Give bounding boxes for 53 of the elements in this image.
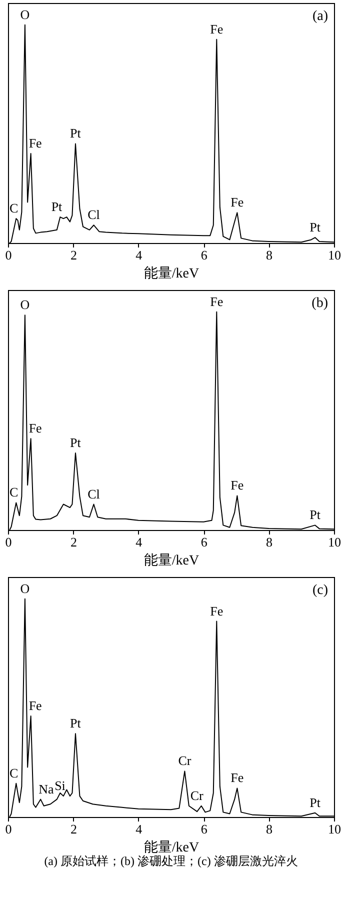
annotation: Pt [70, 716, 82, 731]
annotation: O [20, 6, 30, 22]
x-tick-label: 4 [136, 822, 143, 836]
x-axis-title: 能量/keV [144, 266, 200, 282]
x-tick-label: 4 [136, 248, 143, 262]
annotation: Fe [28, 698, 42, 713]
x-tick-label: 4 [136, 534, 143, 550]
annotation: Pt [70, 126, 82, 141]
annotation: Cl [88, 207, 100, 222]
x-tick-label: 0 [5, 822, 12, 836]
annotation: Fe [230, 478, 244, 493]
x-tick-label: 2 [70, 822, 77, 836]
x-tick-label: 6 [200, 822, 208, 836]
x-tick-label: 10 [328, 534, 341, 550]
annotation: Fe [230, 770, 244, 786]
annotation: Fe [210, 603, 224, 618]
x-tick-label: 0 [5, 248, 12, 262]
x-tick-label: 8 [266, 822, 273, 836]
text: (a) 原始试样；(b) 渗硼处理；(c) 渗硼层激光淬火 [44, 854, 298, 868]
chart-title: (b) [312, 296, 328, 311]
annotation: Na [38, 781, 54, 796]
annotation: C [9, 765, 18, 780]
x-tick-label: 10 [328, 248, 341, 262]
x-tick-label: 6 [200, 248, 208, 262]
x-tick-label: 2 [70, 248, 77, 262]
annotation: O [20, 580, 30, 596]
annotation: Fe [28, 136, 42, 151]
annotation: Fe [230, 194, 244, 210]
annotation: Pt [310, 507, 321, 522]
x-tick-label: 6 [200, 534, 208, 550]
annotation: C [9, 484, 18, 500]
annotation: Cr [178, 753, 192, 768]
chart-title: (a) [312, 9, 328, 24]
annotation: Fe [210, 21, 224, 36]
annotation: Cr [190, 788, 204, 803]
x-axis-title: 能量/keV [144, 552, 200, 568]
annotation: Fe [210, 294, 224, 309]
x-tick-label: 8 [266, 248, 273, 262]
x-tick-label: 0 [5, 534, 12, 550]
annotation: Pt [70, 434, 82, 450]
annotation: C [9, 200, 18, 216]
annotation: Fe [28, 420, 42, 436]
annotation: Pt [51, 199, 63, 214]
x-tick-label: 10 [328, 822, 341, 836]
x-axis-title: 能量/keV [144, 840, 200, 856]
annotation: O [20, 297, 30, 312]
annotation: Pt [310, 794, 321, 810]
annotation: Cl [88, 486, 100, 502]
x-tick-label: 2 [70, 534, 77, 550]
x-tick-label: 8 [266, 534, 273, 550]
chart-title: (c) [312, 583, 328, 598]
annotation: Si [54, 778, 66, 794]
annotation: Pt [310, 220, 321, 235]
